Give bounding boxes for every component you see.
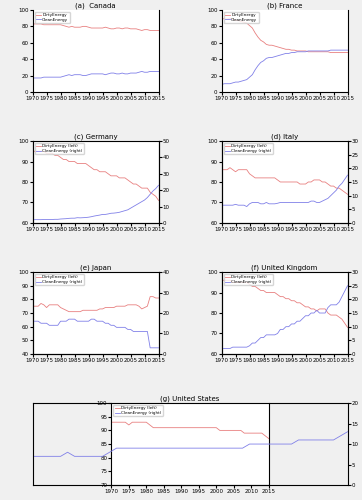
Legend: DirtyEnergy (left), CleanEnergy (right): DirtyEnergy (left), CleanEnergy (right) [224,143,273,154]
Title: (f) United Kingdom: (f) United Kingdom [251,264,318,271]
Legend: DirtyEnergy (left), CleanEnergy (right): DirtyEnergy (left), CleanEnergy (right) [35,143,84,154]
Title: (g) United States: (g) United States [160,396,220,402]
Title: (c) Germany: (c) Germany [74,134,117,140]
Title: (b) France: (b) France [267,2,302,8]
Title: (e) Japan: (e) Japan [80,264,111,271]
Legend: DirtyEnergy (left), CleanEnergy (right): DirtyEnergy (left), CleanEnergy (right) [224,274,273,285]
Title: (a)  Canada: (a) Canada [75,2,116,8]
Legend: DirtyEnergy (left), CleanEnergy (right): DirtyEnergy (left), CleanEnergy (right) [35,405,84,416]
Title: (d) Italy: (d) Italy [271,134,298,140]
Legend: DirtyEnergy, CleanEnergy: DirtyEnergy, CleanEnergy [35,12,70,23]
Legend: DirtyEnergy, CleanEnergy: DirtyEnergy, CleanEnergy [224,12,258,23]
Legend: DirtyEnergy (left), CleanEnergy (right): DirtyEnergy (left), CleanEnergy (right) [35,274,84,285]
